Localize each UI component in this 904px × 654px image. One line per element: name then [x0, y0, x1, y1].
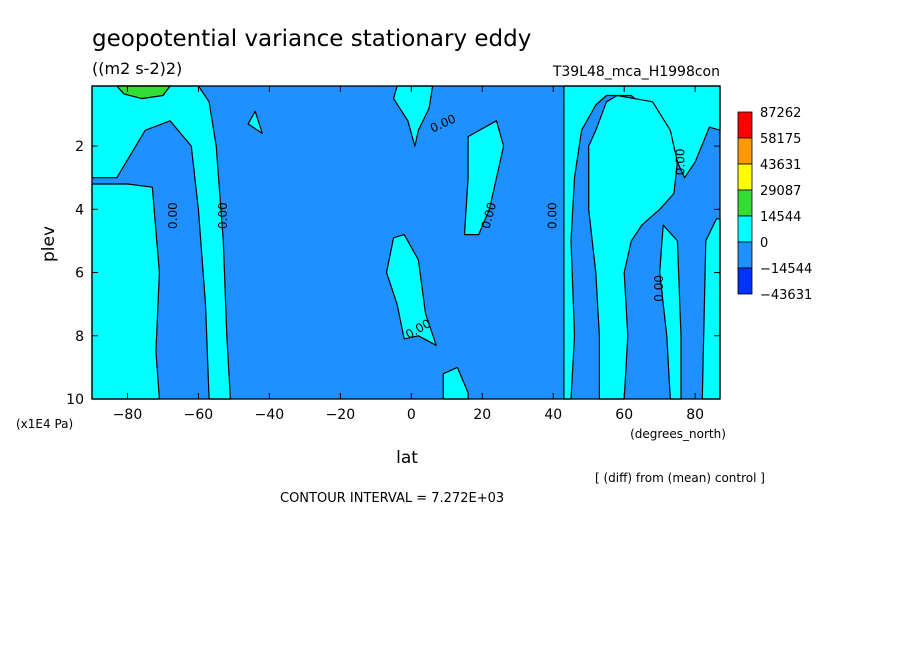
contour-region: [91, 183, 160, 400]
plot-frame: [91, 85, 721, 400]
x-axis: −80 −60 −40 −20 0 20 40 60 80: [113, 86, 704, 423]
x-tick-label: 60: [615, 407, 633, 423]
x-tick-label: 20: [473, 407, 491, 423]
colorbar-level-label: 29087: [760, 184, 801, 199]
y-axis: 2 4 6 8 10: [66, 139, 720, 408]
y-tick-label: 8: [75, 329, 84, 345]
colorbar-swatch: [737, 189, 753, 217]
x-tick-label: −20: [326, 407, 356, 423]
contour-region: [385, 234, 437, 346]
colorbar-level-label: 43631: [760, 158, 801, 173]
colorbar-level-label: 87262: [760, 106, 801, 121]
y-axis-title: plev: [39, 226, 59, 262]
contour-label: 0.00: [216, 202, 230, 229]
contour-label: 0.00: [546, 202, 560, 229]
contour-region: [588, 94, 679, 400]
x-tick-label: 40: [544, 407, 562, 423]
note-label: [ (diff) from (mean) control ]: [595, 471, 765, 485]
colorbar-swatch: [737, 111, 753, 139]
contour-interval-label: CONTOUR INTERVAL = 7.272E+03: [280, 491, 504, 506]
colorbar-level-label: −43631: [760, 288, 812, 303]
experiment-label: T39L48_mca_H1998con: [552, 64, 720, 80]
colorbar-swatch: [737, 267, 753, 295]
x-axis-title: lat: [396, 448, 418, 468]
y-tick-label: 10: [66, 392, 84, 408]
colorbar-swatch: [737, 241, 753, 269]
contour-label: 0.00: [673, 149, 687, 176]
y-tick-label: 2: [75, 139, 84, 155]
contour-region: [91, 85, 231, 400]
x-tick-label: 0: [407, 407, 416, 423]
contour-label: 0.00: [652, 275, 666, 302]
colorbar-level-label: 58175: [760, 132, 801, 147]
colorbar-swatch: [737, 215, 753, 243]
colorbar-swatch: [737, 137, 753, 165]
x-axis-units: (degrees_north): [630, 427, 726, 441]
units-label: ((m2 s-2)2): [92, 59, 182, 78]
x-tick-label: −80: [113, 407, 143, 423]
y-tick-label: 6: [75, 266, 84, 282]
contour-region: [393, 85, 434, 147]
chart-title: geopotential variance stationary eddy: [92, 26, 531, 52]
contour-label: 0.00: [479, 201, 499, 230]
colorbar-level-label: 14544: [760, 210, 801, 225]
contour-region: [463, 120, 505, 236]
x-tick-label: −60: [184, 407, 214, 423]
colorbar-legend: 87262 58175 43631 29087 14544 0 −14544 −43631: [737, 106, 812, 303]
x-tick-label: −40: [255, 407, 285, 423]
contour-region: [247, 110, 263, 134]
x-tick-label: 80: [686, 407, 704, 423]
colorbar-level-label: −14544: [760, 262, 812, 277]
y-tick-label: 4: [75, 202, 84, 218]
y-axis-units: (x1E4 Pa): [16, 417, 73, 431]
contour-label: 0.00: [166, 202, 180, 229]
colorbar-swatch: [737, 163, 753, 191]
plot-area: 0.00 0.000.000.00 0.000.000.000.00: [91, 85, 721, 400]
colorbar-level-label: 0: [760, 236, 768, 251]
